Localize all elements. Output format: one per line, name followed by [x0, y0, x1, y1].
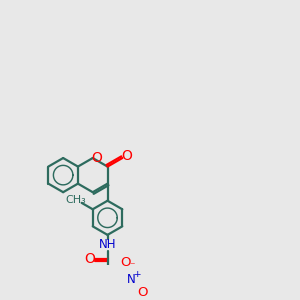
Text: +: +	[133, 270, 140, 279]
Text: NH: NH	[99, 238, 116, 251]
Text: O: O	[85, 252, 95, 266]
Text: O: O	[121, 148, 132, 163]
Text: CH₃: CH₃	[66, 195, 86, 205]
Text: O: O	[120, 256, 131, 269]
Text: O: O	[91, 151, 102, 165]
Text: N: N	[127, 273, 136, 286]
Text: O: O	[137, 286, 148, 299]
Text: ⁻: ⁻	[129, 261, 135, 272]
